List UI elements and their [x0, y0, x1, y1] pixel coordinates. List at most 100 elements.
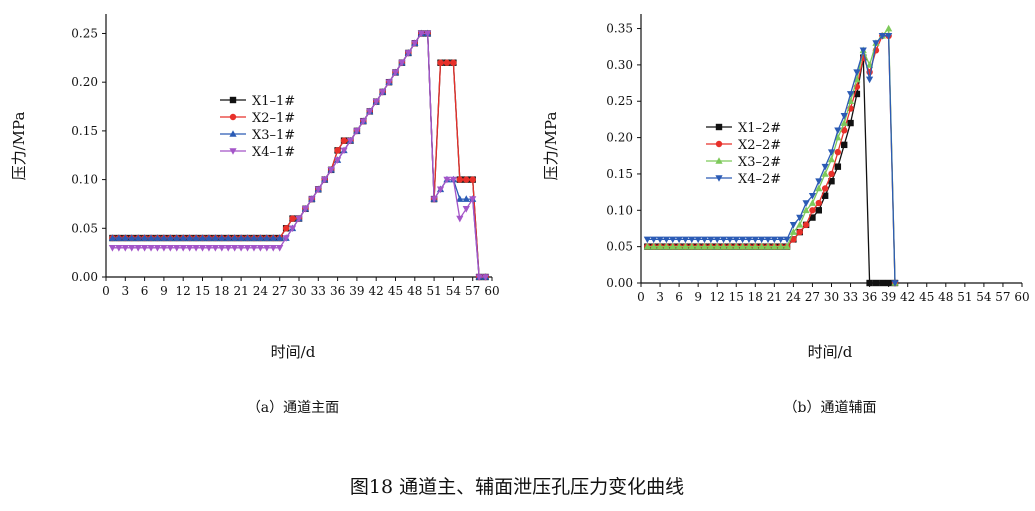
data-point: [866, 76, 874, 84]
x-tick-label: 9: [160, 284, 168, 298]
data-point: [853, 69, 861, 76]
data-point: [834, 163, 842, 170]
data-point: [821, 185, 829, 192]
data-point: [650, 236, 658, 244]
data-point: [372, 98, 380, 106]
data-point: [173, 234, 181, 241]
chart-panel-b: 0 3 6 9 12 15 18 21 24 27 30 33 36 39 42 45 48 51 54 57 600.…: [606, 14, 1030, 304]
data-point: [764, 242, 772, 250]
data-point: [462, 195, 470, 202]
data-point: [802, 206, 810, 214]
data-point: [192, 244, 200, 252]
data-point: [707, 242, 715, 250]
y-tick-label: 0.05: [71, 221, 98, 235]
data-point: [443, 176, 451, 184]
data-point: [327, 167, 335, 174]
data-point: [449, 176, 457, 184]
x-tick-label: 27: [805, 290, 820, 304]
legend-marker: [229, 148, 237, 155]
data-point: [681, 236, 690, 244]
data-point: [700, 242, 709, 250]
data-point: [827, 149, 836, 156]
x-tick-label: 12: [710, 290, 725, 304]
figure-caption: 图18 通道主、辅面泄压孔压力变化曲线: [350, 476, 684, 498]
x-tick-label: 6: [141, 284, 149, 298]
y-tick-label: 0.15: [606, 167, 633, 181]
x-tick-label: 42: [369, 284, 384, 298]
data-point: [469, 176, 476, 183]
data-point: [134, 234, 142, 241]
y-axis-label-a: 压力/MPa: [10, 112, 28, 181]
data-point: [108, 234, 117, 241]
data-point: [700, 236, 709, 244]
legend-marker: [715, 157, 723, 164]
x-tick-label: 15: [729, 290, 744, 304]
data-point: [827, 155, 836, 163]
x-tick-label: 54: [976, 290, 992, 304]
data-point: [179, 234, 187, 241]
data-point: [211, 244, 219, 252]
data-point: [719, 236, 728, 244]
data-point: [713, 242, 721, 250]
x-tick-label: 6: [675, 290, 683, 304]
x-tick-label: 57: [995, 290, 1010, 304]
data-point: [243, 234, 252, 241]
data-point: [288, 225, 297, 233]
data-point: [115, 234, 123, 241]
data-point: [269, 244, 277, 252]
data-point: [815, 178, 823, 186]
data-point: [809, 207, 816, 214]
data-point: [821, 163, 829, 171]
data-point: [469, 196, 477, 203]
data-point: [885, 279, 892, 287]
x-tick-label: 36: [862, 290, 877, 304]
x-tick-label: 21: [233, 284, 248, 298]
data-point: [121, 244, 129, 252]
data-point: [872, 40, 880, 47]
data-point: [250, 234, 258, 241]
data-point: [186, 244, 194, 252]
x-tick-label: 48: [938, 290, 953, 304]
data-point: [205, 234, 213, 241]
legend-marker: [715, 140, 723, 148]
x-tick-label: 18: [214, 284, 229, 298]
data-point: [276, 244, 284, 252]
data-point: [688, 242, 696, 250]
data-point: [783, 242, 791, 250]
data-point: [764, 236, 772, 244]
legend-marker: [229, 113, 237, 121]
data-point: [662, 236, 670, 244]
data-point: [879, 279, 886, 287]
data-point: [796, 228, 803, 236]
data-point: [739, 242, 747, 250]
data-point: [694, 236, 702, 244]
data-point: [463, 176, 470, 183]
data-point: [437, 59, 444, 66]
legend-marker: [715, 123, 723, 131]
data-point: [141, 244, 149, 252]
data-point: [751, 242, 759, 250]
data-point: [301, 206, 310, 213]
data-point: [675, 242, 683, 250]
panel-caption-b: （b）通道辅面: [784, 400, 877, 416]
y-tick-label: 0.05: [606, 240, 633, 254]
data-point: [282, 225, 290, 232]
data-point: [828, 170, 835, 178]
data-point: [231, 234, 239, 241]
legend-label: X4–1#: [252, 145, 295, 160]
data-point: [366, 108, 374, 116]
y-tick-label: 0.20: [606, 131, 633, 145]
data-point: [859, 47, 867, 55]
legend-marker: [229, 96, 237, 104]
data-point: [391, 69, 400, 77]
data-point: [353, 128, 361, 135]
data-point: [147, 234, 155, 241]
data-point: [481, 274, 490, 281]
legend-label: X3–1#: [252, 128, 295, 143]
data-point: [179, 244, 187, 252]
data-point: [777, 242, 785, 250]
data-point: [878, 33, 886, 40]
data-point: [643, 242, 651, 250]
data-point: [866, 279, 873, 287]
data-point: [808, 199, 817, 206]
